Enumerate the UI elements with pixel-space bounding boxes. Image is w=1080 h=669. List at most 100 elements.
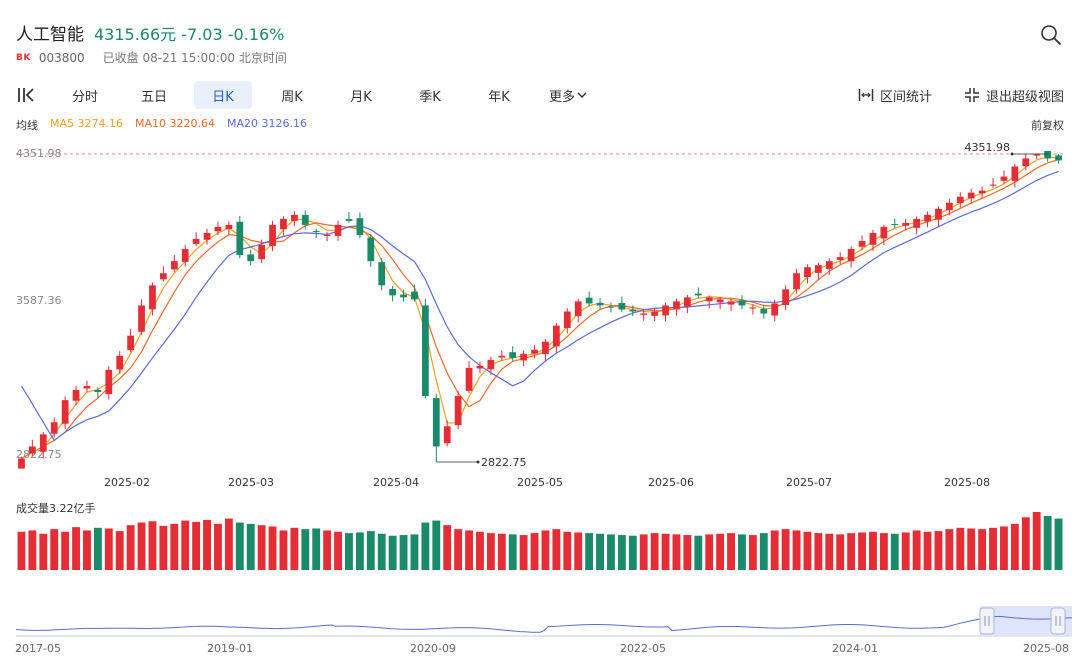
volume-bar[interactable] (770, 530, 779, 570)
volume-bar[interactable] (388, 535, 397, 570)
candle-body[interactable] (782, 289, 790, 306)
volume-bar[interactable] (912, 530, 921, 570)
search-icon[interactable] (1040, 24, 1062, 46)
candle-body[interactable] (673, 301, 680, 310)
tab-monthly-k[interactable]: 月K (350, 89, 372, 105)
volume-bar[interactable] (28, 530, 37, 570)
volume-bar[interactable] (563, 531, 572, 570)
volume-bar[interactable] (497, 533, 506, 570)
navigator-right-handle[interactable] (1050, 607, 1066, 635)
volume-bar[interactable] (607, 534, 615, 570)
volume-bar[interactable] (115, 531, 124, 570)
volume-bar[interactable] (781, 529, 790, 570)
interval-stats-button[interactable]: 区间统计 (858, 86, 932, 105)
volume-bar[interactable] (530, 533, 539, 570)
volume-bar[interactable] (847, 533, 856, 570)
candle-body[interactable] (913, 218, 921, 228)
volume-bar[interactable] (421, 522, 430, 570)
volume-bar[interactable] (104, 528, 113, 570)
volume-bar[interactable] (454, 529, 463, 570)
volume-bar[interactable] (879, 533, 888, 570)
volume-bar[interactable] (1010, 523, 1019, 570)
candle-body[interactable] (159, 273, 167, 280)
volume-bar[interactable] (399, 535, 408, 570)
volume-bar[interactable] (574, 532, 583, 570)
candle-body[interactable] (891, 224, 899, 226)
candle-body[interactable] (378, 262, 386, 286)
candle-body[interactable] (476, 365, 484, 369)
candle-body[interactable] (367, 237, 375, 262)
volume-bar[interactable] (748, 535, 757, 570)
candle-body[interactable] (967, 192, 975, 199)
volume-bar[interactable] (945, 529, 954, 570)
candle-body[interactable] (771, 303, 779, 316)
candle-body[interactable] (596, 302, 604, 306)
candle-body[interactable] (880, 226, 888, 239)
volume-bar[interactable] (639, 534, 648, 570)
volume-bar[interactable] (738, 534, 746, 570)
candle-body[interactable] (50, 422, 58, 434)
candle-body[interactable] (542, 341, 549, 355)
volume-bar[interactable] (290, 527, 299, 570)
volume-bar[interactable] (858, 532, 866, 570)
volume-bar[interactable] (552, 529, 561, 570)
volume-bar[interactable] (192, 521, 201, 570)
volume-bar[interactable] (650, 533, 659, 570)
candle-body[interactable] (520, 353, 528, 361)
candle-body[interactable] (1033, 154, 1041, 156)
candle-body[interactable] (83, 386, 91, 389)
candle-body[interactable] (411, 291, 418, 300)
candle-body[interactable] (618, 302, 626, 310)
candle-body[interactable] (793, 273, 800, 290)
volume-bar[interactable] (1000, 526, 1008, 571)
volume-bar[interactable] (596, 533, 604, 570)
candle-body[interactable] (236, 221, 244, 256)
candle-body[interactable] (127, 335, 135, 351)
volume-bar[interactable] (203, 519, 211, 570)
candle-body[interactable] (945, 202, 953, 211)
forward-adjust-toggle[interactable]: 前复权 (1031, 119, 1064, 132)
volume-bar[interactable] (792, 530, 801, 570)
volume-bar[interactable] (923, 531, 932, 570)
exit-super-view-button[interactable]: 退出超级视图 (964, 86, 1064, 105)
volume-bar[interactable] (443, 525, 452, 570)
volume-bar[interactable] (989, 527, 997, 570)
candle-body[interactable] (847, 249, 855, 262)
volume-bar[interactable] (1054, 518, 1063, 570)
tab-weekly-k[interactable]: 周K (281, 89, 303, 105)
candle-body[interactable] (138, 305, 145, 332)
candle-body[interactable] (389, 288, 397, 296)
candle-body[interactable] (989, 184, 997, 186)
volume-bar[interactable] (312, 528, 321, 570)
volume-bar[interactable] (814, 533, 823, 570)
volume-bar[interactable] (803, 531, 812, 570)
volume-bar[interactable] (377, 533, 386, 570)
candle-body[interactable] (694, 293, 702, 296)
volume-bar[interactable] (890, 533, 899, 570)
candle-body[interactable] (727, 301, 735, 305)
volume-bar[interactable] (257, 525, 266, 570)
volume-bar[interactable] (366, 531, 375, 570)
volume-bar[interactable] (334, 531, 342, 570)
candle-body[interactable] (72, 390, 80, 401)
candle-body[interactable] (487, 359, 495, 370)
volume-bar[interactable] (355, 532, 364, 570)
candle-body[interactable] (192, 238, 200, 244)
volume-bar[interactable] (72, 527, 80, 570)
candle-body[interactable] (28, 446, 36, 454)
candle-body[interactable] (301, 214, 309, 225)
candle-body[interactable] (738, 300, 746, 306)
candle-body[interactable] (356, 218, 364, 235)
candle-body[interactable] (345, 219, 353, 221)
candle-body[interactable] (454, 396, 462, 426)
tab-five-day[interactable]: 五日 (140, 89, 167, 105)
volume-bar[interactable] (301, 529, 310, 570)
volume-bar[interactable] (705, 534, 714, 570)
candle-body[interactable] (640, 313, 648, 315)
candle-body[interactable] (1011, 166, 1019, 181)
candle-body[interactable] (149, 285, 156, 310)
tab-yearly-k[interactable]: 年K (488, 89, 510, 105)
candle-body[interactable] (924, 214, 931, 222)
candle-body[interactable] (334, 224, 342, 236)
tab-intraday[interactable]: 分时 (71, 89, 98, 105)
